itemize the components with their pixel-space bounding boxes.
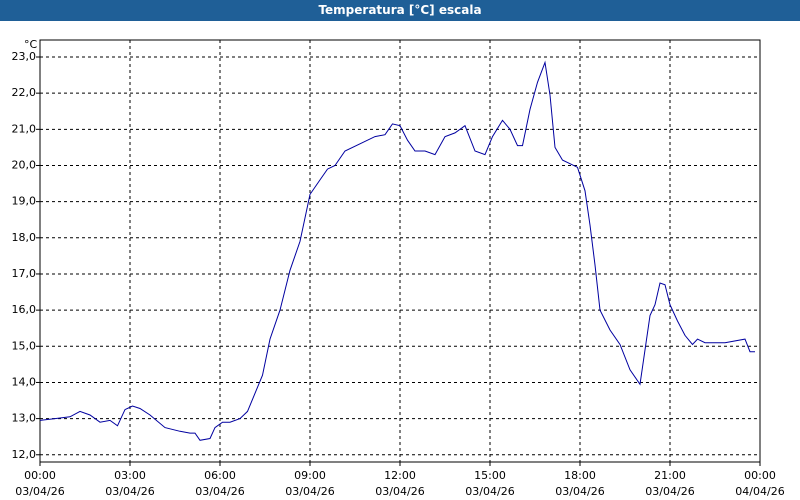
y-tick-label: 12,0: [12, 448, 37, 461]
x-tick-label: 15:00: [474, 469, 506, 482]
y-tick-label: 22,0: [12, 86, 37, 99]
x-tick-label: 06:00: [204, 469, 236, 482]
y-tick-label: 13,0: [12, 412, 37, 425]
x-tick-label: 03/04/26: [645, 485, 694, 498]
x-tick-label: 00:00: [744, 469, 776, 482]
y-tick-label: 23,0: [12, 50, 37, 63]
y-tick-label: 14,0: [12, 375, 37, 388]
y-tick-label: 21,0: [12, 122, 37, 135]
x-tick-label: 09:00: [294, 469, 326, 482]
y-tick-label: 17,0: [12, 267, 37, 280]
y-tick-label: 20,0: [12, 158, 37, 171]
x-tick-label: 03/04/26: [195, 485, 244, 498]
x-tick-label: 03/04/26: [15, 485, 64, 498]
chart-title: Temperatura [°C] escala: [0, 0, 800, 21]
chart: °C 12,0 13,0 14,0 15,0 16,0 17,0 18,0 19,0 20,0 2…: [12, 38, 785, 498]
y-tick-label: 16,0: [12, 303, 37, 316]
x-tick-label: 03/04/26: [285, 485, 334, 498]
y-tick-label: 15,0: [12, 339, 37, 352]
x-tick-label: 21:00: [654, 469, 686, 482]
x-tick-label: 04/04/26: [735, 485, 784, 498]
x-tick-label: 18:00: [564, 469, 596, 482]
x-tick-label: 03/04/26: [375, 485, 424, 498]
x-tick-label: 03/04/26: [105, 485, 154, 498]
x-tick-label: 00:00: [24, 469, 56, 482]
x-tick-label: 03/04/26: [555, 485, 604, 498]
y-tick-label: 19,0: [12, 195, 37, 208]
y-tick-label: 18,0: [12, 231, 37, 244]
x-tick-label: 12:00: [384, 469, 416, 482]
line-series: [39, 60, 755, 441]
y-unit: °C: [24, 38, 38, 51]
x-tick-label: 03:00: [114, 469, 146, 482]
x-tick-label: 03/04/26: [465, 485, 514, 498]
